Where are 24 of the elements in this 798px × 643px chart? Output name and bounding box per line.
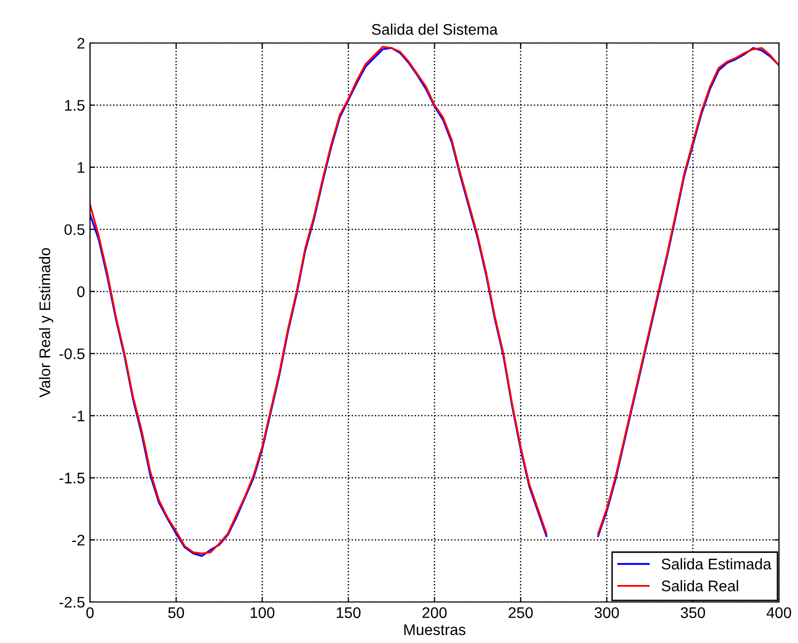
x-tick-label: 300 xyxy=(594,607,619,618)
y-tick-label: 0.5 xyxy=(64,224,84,236)
y-tick-label: -2 xyxy=(72,534,84,546)
x-tick-label: 400 xyxy=(766,607,792,618)
y-tick-label: -0.5 xyxy=(59,348,84,360)
x-tick-label: 200 xyxy=(422,607,447,618)
x-axis-title: Muestras xyxy=(404,624,466,636)
x-tick-label: 50 xyxy=(168,607,184,618)
x-tick-label: 150 xyxy=(336,607,361,618)
x-tick-label: 350 xyxy=(680,607,706,618)
x-tick-label: 100 xyxy=(250,607,274,618)
y-tick-label: 2 xyxy=(77,38,84,49)
y-tick-label: 1 xyxy=(78,162,84,173)
x-tick-label: 250 xyxy=(508,607,533,618)
x-tick-label: 0 xyxy=(86,607,94,618)
y-tick-label: -2.5 xyxy=(59,596,84,608)
legend-label: Salida Estimada xyxy=(662,558,772,570)
legend-label: Salida Real xyxy=(662,580,738,592)
y-tick-label: -1.5 xyxy=(59,472,84,484)
y-tick-label: 0 xyxy=(77,286,85,298)
y-tick-label: 1.5 xyxy=(65,100,84,111)
chart-title: Salida del Sistema xyxy=(372,24,498,35)
y-tick-label: -1 xyxy=(72,410,84,422)
y-axis-title: Valor Real y Estimado xyxy=(39,248,54,398)
